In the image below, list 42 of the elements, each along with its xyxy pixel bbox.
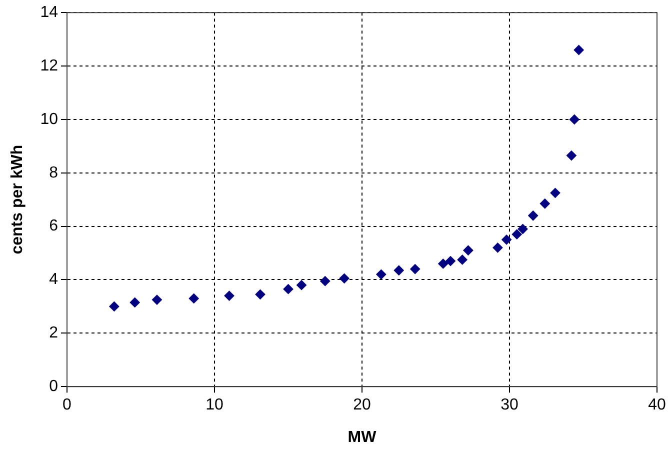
point <box>512 229 522 240</box>
point <box>255 289 266 300</box>
point <box>569 114 580 124</box>
point <box>109 301 120 312</box>
y-tick-label: 6 <box>49 218 58 235</box>
point <box>463 245 474 256</box>
point <box>320 276 330 286</box>
y-tick-label: 8 <box>49 164 58 182</box>
point <box>283 284 294 294</box>
point <box>502 234 512 245</box>
x-tick-label: 20 <box>353 396 371 414</box>
point <box>130 297 140 308</box>
point <box>566 150 576 161</box>
point <box>518 224 528 234</box>
point <box>438 258 448 269</box>
y-tick-label: 10 <box>40 110 58 128</box>
point <box>446 256 456 266</box>
point <box>528 210 538 221</box>
point <box>339 273 350 284</box>
x-tick-label: 10 <box>206 396 224 414</box>
point <box>540 198 550 209</box>
y-axis-title: cents per kWh <box>9 144 26 254</box>
point <box>152 294 162 305</box>
y-tick-label: 14 <box>40 4 58 22</box>
x-tick-label: 0 <box>62 396 72 414</box>
x-axis-title: MW <box>348 428 378 446</box>
point <box>457 254 468 265</box>
point <box>188 293 199 304</box>
y-tick-label: 12 <box>40 57 58 74</box>
point <box>550 188 560 198</box>
y-tick-label: 0 <box>49 378 58 396</box>
point <box>492 242 503 253</box>
point <box>296 280 307 290</box>
point <box>376 269 386 280</box>
point <box>394 265 404 276</box>
point <box>224 290 234 301</box>
point <box>574 45 584 55</box>
y-tick-label: 2 <box>49 324 58 342</box>
x-tick-label: 30 <box>500 396 518 414</box>
x-tick-label: 40 <box>648 396 666 414</box>
y-tick-label: 4 <box>49 271 58 288</box>
point <box>410 264 420 274</box>
